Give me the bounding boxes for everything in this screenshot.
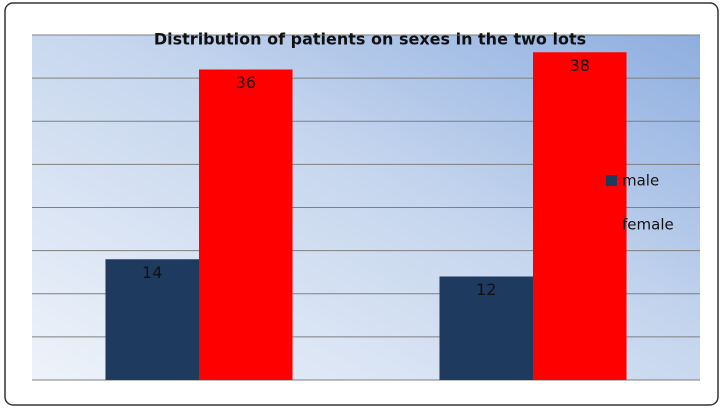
bars <box>105 52 627 380</box>
data-label: 36 <box>236 73 256 92</box>
legend-label: male <box>622 172 659 190</box>
legend-marker <box>606 219 617 230</box>
legend-marker <box>606 175 617 186</box>
bar <box>533 52 627 380</box>
bar <box>105 259 199 380</box>
bar <box>439 276 533 380</box>
data-label: 12 <box>476 280 496 299</box>
data-label: 38 <box>570 56 590 75</box>
legend-label: female <box>622 216 674 234</box>
chart-title: Distribution of patients on sexes in the… <box>154 30 586 49</box>
data-label: 14 <box>142 263 162 282</box>
bar <box>199 69 293 380</box>
